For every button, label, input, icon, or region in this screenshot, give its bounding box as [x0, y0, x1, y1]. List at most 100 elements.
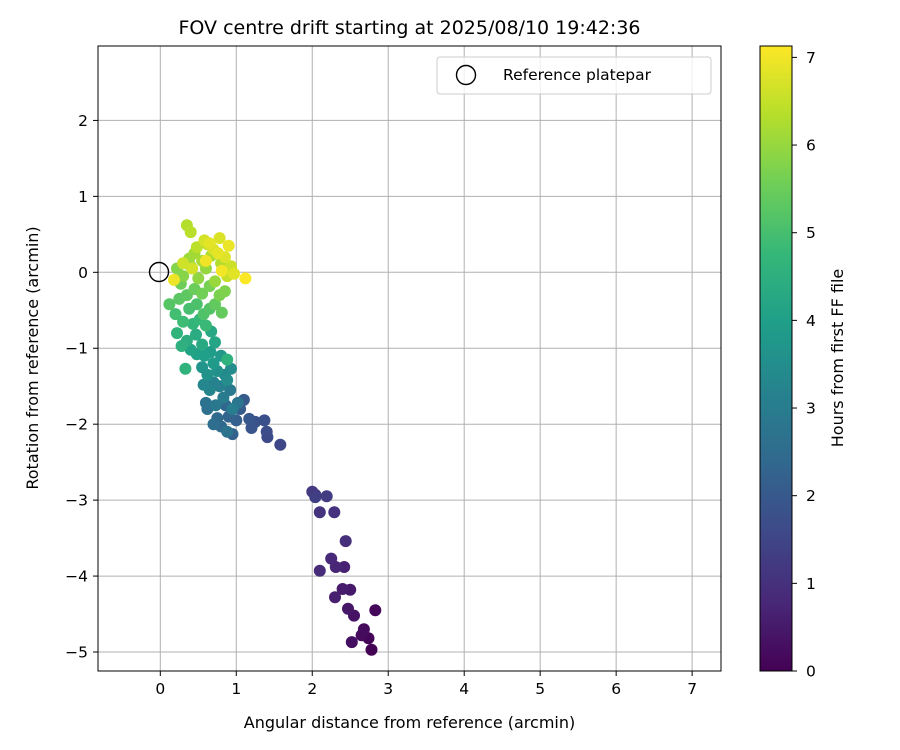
data-point — [163, 298, 176, 311]
data-point — [215, 306, 228, 319]
x-tick-label: 6 — [611, 680, 621, 698]
data-point — [184, 226, 197, 239]
data-point — [221, 374, 234, 387]
data-point — [196, 361, 209, 374]
y-tick-label: −3 — [65, 492, 88, 510]
data-point — [226, 403, 239, 415]
data-point — [320, 490, 333, 503]
data-point — [196, 338, 209, 351]
x-tick-label: 3 — [383, 680, 393, 698]
data-point — [329, 591, 341, 604]
data-point — [325, 552, 338, 565]
data-point — [218, 285, 231, 298]
data-point — [313, 564, 326, 577]
grid-lines — [98, 46, 721, 671]
data-point — [209, 298, 221, 311]
data-point — [357, 623, 370, 636]
data-point — [213, 232, 226, 245]
data-point — [228, 267, 240, 280]
data-point — [209, 275, 221, 288]
y-tick-label: 1 — [78, 188, 88, 206]
data-point — [207, 418, 220, 431]
y-tick-label: −2 — [65, 416, 88, 434]
x-axis-label: Angular distance from reference (arcmin) — [244, 713, 575, 732]
data-point — [212, 247, 224, 260]
x-tick-label: 2 — [307, 680, 317, 698]
y-tick-label: −1 — [65, 340, 88, 358]
data-point — [345, 636, 358, 649]
data-point — [207, 357, 220, 370]
x-tick-label: 4 — [459, 680, 469, 698]
colorbar-ticks: 0 1 2 3 4 5 6 7 — [792, 49, 816, 681]
data-point — [328, 506, 341, 519]
colorbar-tick-label: 6 — [806, 137, 816, 155]
data-point — [239, 272, 252, 285]
y-tick-label: −4 — [65, 568, 88, 586]
data-point — [339, 535, 352, 548]
data-point — [199, 319, 212, 332]
colorbar: 0 1 2 3 4 5 6 7 Hours from first FF file — [759, 45, 847, 681]
data-point — [336, 583, 349, 595]
x-axis-ticks: 0 1 2 3 4 5 6 7 — [155, 671, 697, 698]
colorbar-tick-label: 7 — [806, 49, 816, 67]
data-point — [243, 412, 256, 425]
y-tick-label: 2 — [78, 112, 88, 130]
data-point — [221, 425, 234, 438]
x-tick-label: 0 — [155, 680, 165, 698]
data-point — [209, 336, 221, 349]
data-point — [192, 272, 205, 285]
data-point — [199, 396, 212, 409]
data-point — [186, 262, 199, 275]
data-point — [190, 328, 202, 341]
colorbar-gradient — [759, 45, 793, 672]
data-point — [179, 362, 192, 375]
data-point — [199, 254, 212, 267]
data-point — [184, 343, 197, 356]
data-point — [169, 308, 182, 321]
data-point — [197, 378, 210, 391]
data-point — [177, 315, 190, 328]
data-point — [369, 604, 382, 617]
data-point — [175, 340, 188, 352]
colorbar-tick-label: 5 — [806, 224, 816, 242]
data-point — [168, 273, 180, 286]
data-point — [313, 506, 326, 519]
y-tick-label: −5 — [65, 644, 88, 662]
data-point — [225, 362, 237, 375]
data-point — [221, 353, 234, 366]
data-point — [217, 391, 230, 404]
data-point — [209, 399, 222, 412]
legend-label: Reference platepar — [503, 66, 652, 84]
data-point — [222, 239, 235, 252]
colorbar-tick-label: 0 — [806, 663, 816, 681]
plot-frame — [97, 45, 722, 672]
y-axis-label: Rotation from reference (arcmin) — [23, 226, 42, 489]
data-point — [203, 237, 216, 250]
data-point — [171, 327, 183, 340]
data-point — [177, 257, 190, 270]
x-tick-label: 1 — [231, 680, 241, 698]
data-point — [260, 425, 273, 438]
colorbar-tick-label: 2 — [806, 487, 816, 505]
colorbar-label: Hours from first FF file — [828, 269, 847, 448]
x-tick-label: 5 — [535, 680, 545, 698]
data-point — [338, 561, 351, 573]
data-point — [196, 287, 209, 300]
data-point — [245, 422, 258, 434]
reference-platepar-marker — [148, 261, 170, 283]
data-point — [190, 298, 203, 311]
chart-title: FOV centre drift starting at 2025/08/10 … — [178, 17, 640, 39]
data-point — [309, 491, 322, 504]
data-point — [274, 438, 287, 451]
data-point — [258, 414, 271, 427]
y-axis-ticks: 2 1 0 −1 −2 −3 −4 −5 — [65, 112, 98, 662]
data-point — [365, 643, 378, 656]
y-tick-label: 0 — [78, 264, 88, 282]
legend: Reference platepar — [436, 56, 712, 95]
colorbar-tick-label: 3 — [806, 400, 816, 418]
data-point — [177, 270, 190, 283]
legend-box — [436, 56, 712, 95]
legend-reference-marker — [455, 64, 477, 86]
colorbar-tick-label: 1 — [806, 575, 816, 593]
